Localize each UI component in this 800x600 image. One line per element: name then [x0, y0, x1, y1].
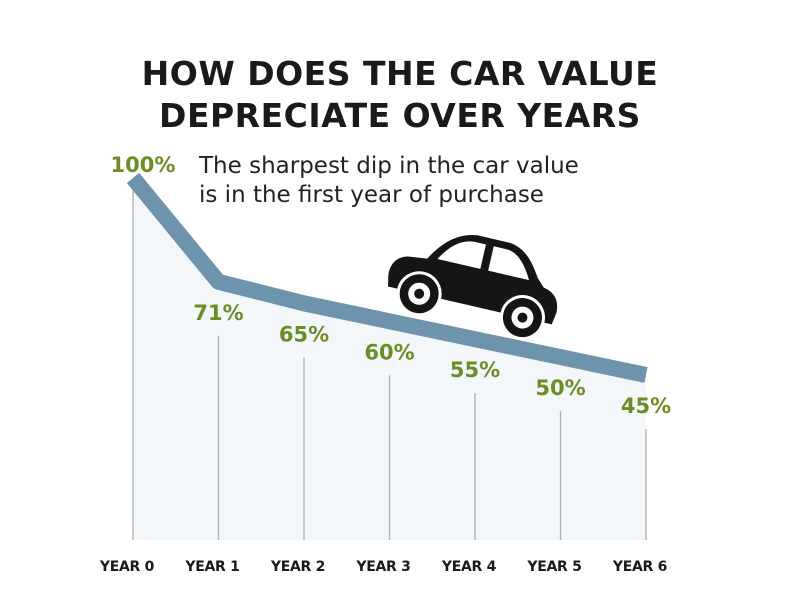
value-label: 100% [111, 153, 176, 177]
chart-title-line-1: HOW DOES THE CAR VALUE [141, 54, 659, 93]
value-label: 45% [621, 394, 671, 418]
value-label: 55% [450, 358, 500, 382]
annotation-line-1: The sharpest dip in the car value [199, 153, 579, 179]
value-label: 71% [193, 301, 243, 325]
value-label: 65% [279, 322, 329, 346]
area-layer [133, 178, 646, 540]
x-tick-label: YEAR 4 [441, 559, 497, 575]
x-tick-label: YEAR 0 [99, 559, 155, 575]
x-tick-label: YEAR 1 [184, 559, 239, 575]
x-tick-label: YEAR 6 [612, 559, 667, 575]
value-labels: 100% 71% 65% 60% 55% 50% 45% [111, 153, 672, 418]
x-tick-label: YEAR 2 [270, 559, 325, 575]
x-tick-label: YEAR 3 [355, 559, 410, 575]
x-tick-label: YEAR 5 [526, 559, 581, 575]
annotation-line-2: is in the first year of purchase [199, 182, 544, 208]
drop-lines [132, 182, 647, 540]
area-fill [133, 178, 646, 540]
value-label: 60% [364, 340, 414, 364]
series-line [126, 172, 648, 383]
value-label: 50% [535, 376, 585, 400]
series-line-layer [126, 172, 648, 383]
chart-title-line-2: DEPRECIATE OVER YEARS [159, 96, 641, 135]
x-axis-tick-labels: YEAR 0 YEAR 1 YEAR 2 YEAR 3 YEAR 4 YEAR 5 YEAR… [99, 559, 667, 575]
car-icon [388, 235, 558, 341]
